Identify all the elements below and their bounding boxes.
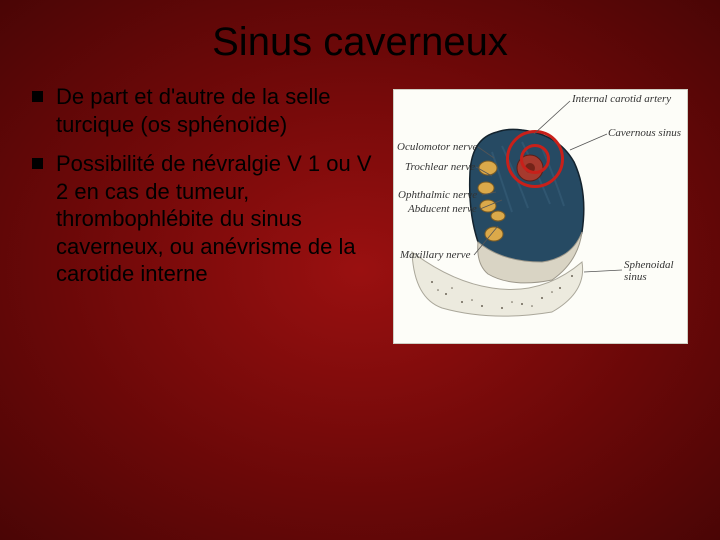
label-abducent: Abducent nerve (408, 204, 477, 216)
label-maxillary: Maxillary nerve (400, 250, 471, 262)
list-item: De part et d'autre de la selle turcique … (30, 83, 375, 138)
content-row: De part et d'autre de la selle turcique … (0, 83, 720, 344)
label-cavernous: Cavernous sinus (608, 128, 681, 140)
label-ophthalmic: Ophthalmic nerve (398, 190, 477, 202)
anatomy-figure: Internal carotid artery Cavernous sinus … (393, 89, 688, 344)
highlight-ring-inner (520, 144, 550, 174)
list-item: Possibilité de névralgie V 1 ou V 2 en c… (30, 150, 375, 288)
label-oculomotor: Oculomotor nerve (397, 142, 477, 154)
bullet-list: De part et d'autre de la selle turcique … (30, 83, 375, 300)
label-trochlear: Trochlear nerve (405, 162, 475, 174)
slide: Sinus caverneux De part et d'autre de la… (0, 0, 720, 540)
label-sphenoidal: Sphenoidal sinus (624, 260, 674, 283)
label-carotid: Internal carotid artery (572, 94, 671, 106)
page-title: Sinus caverneux (0, 0, 720, 83)
